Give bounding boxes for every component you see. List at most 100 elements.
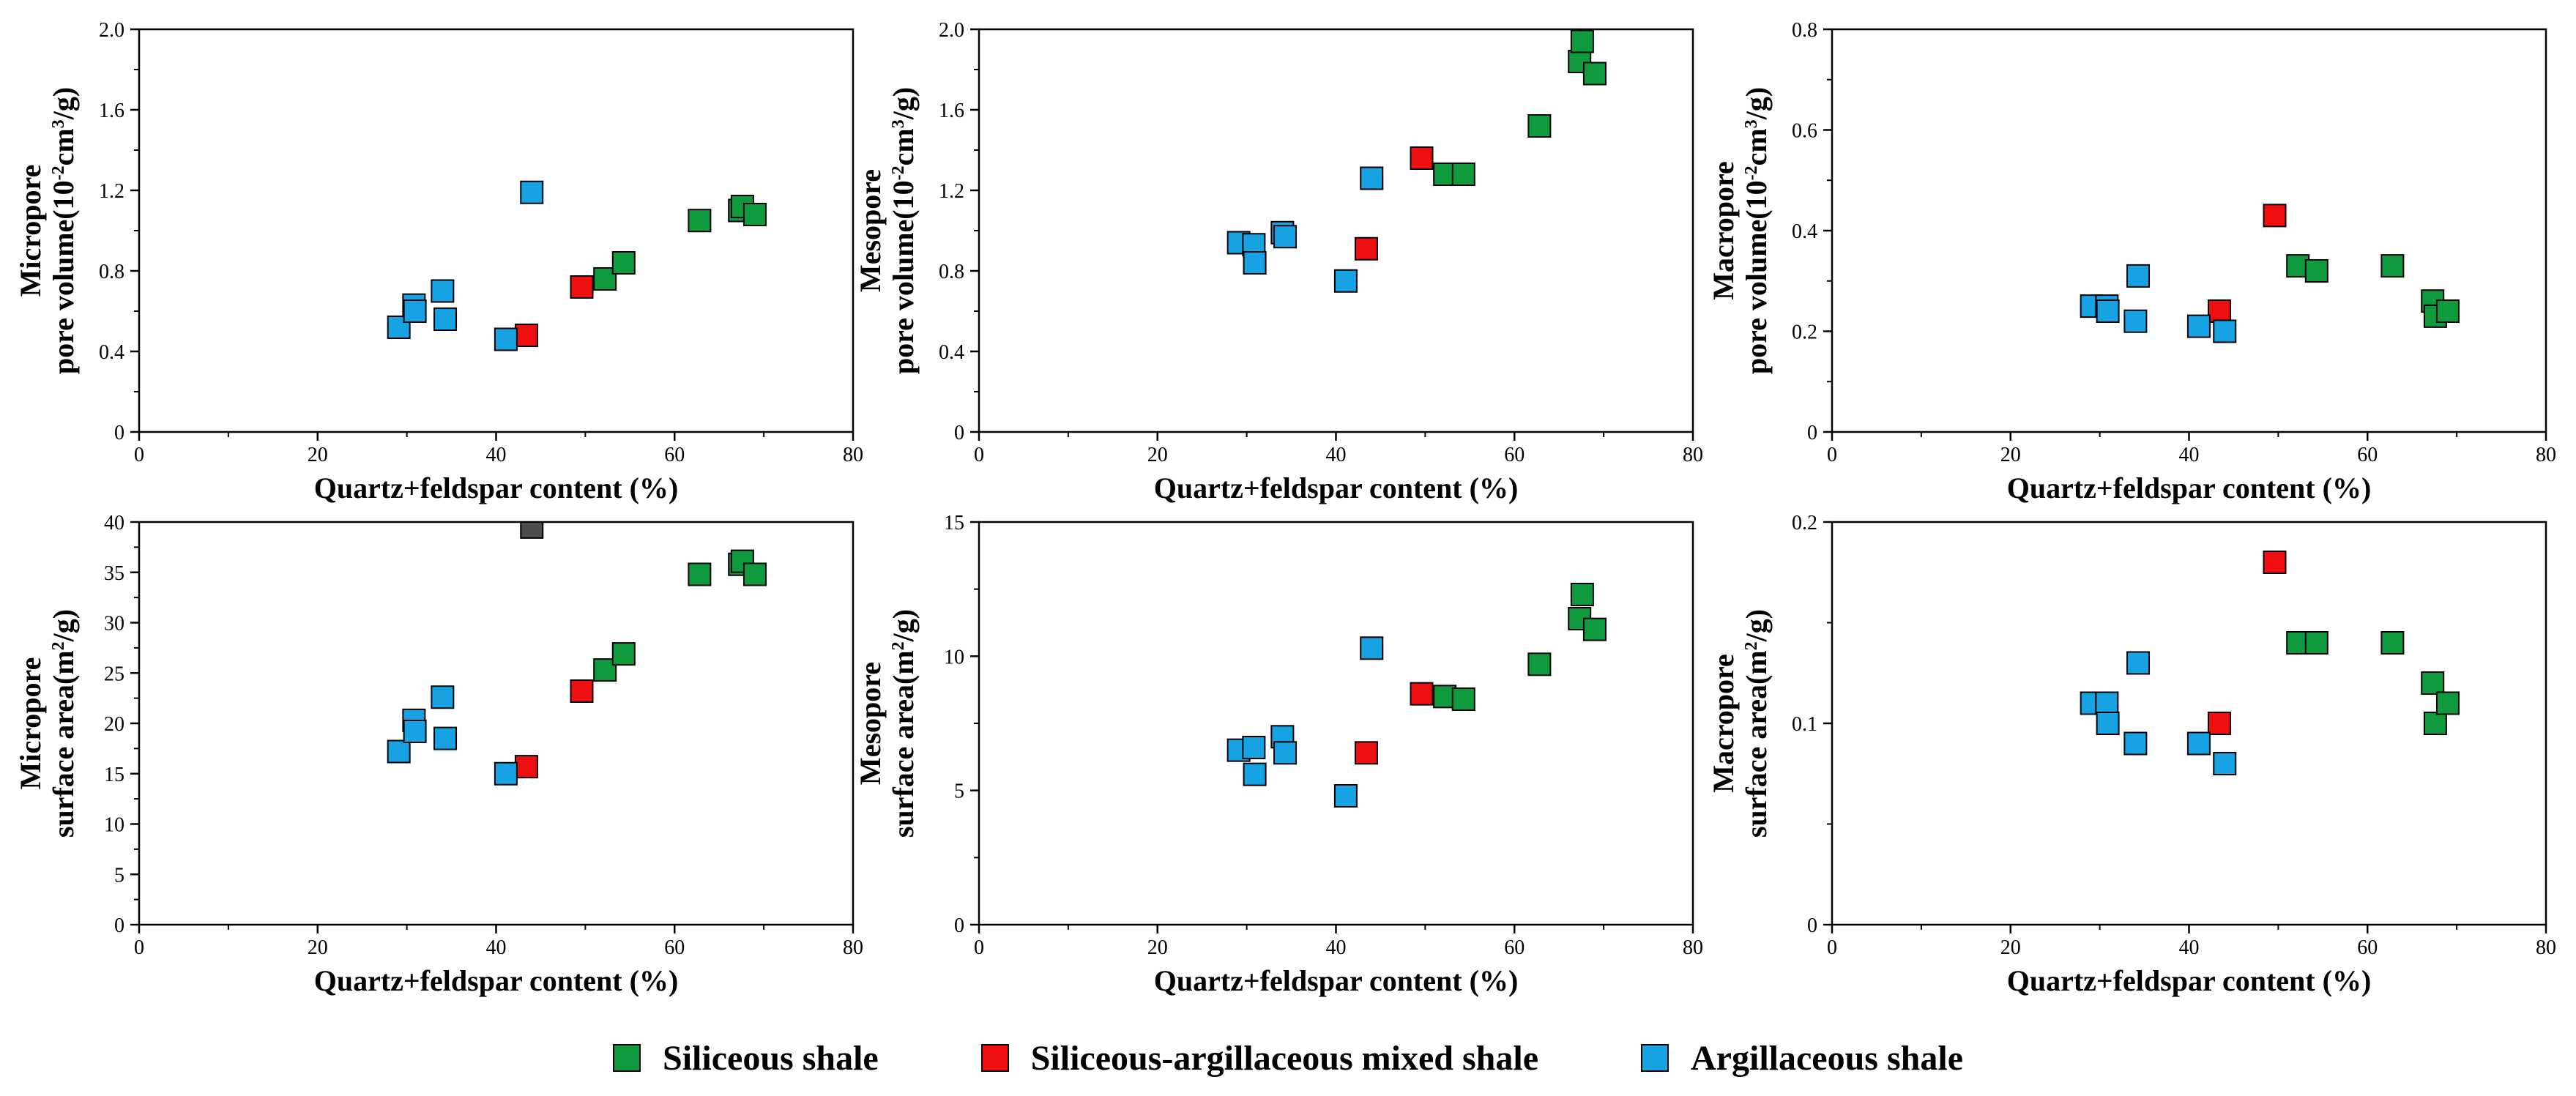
y-axis-label-superscript: 2 bbox=[49, 641, 68, 650]
x-tick-label: 60 bbox=[664, 444, 685, 466]
x-axis-label: Quartz+feldspar content (%) bbox=[1154, 964, 1519, 997]
plot-frame bbox=[1831, 28, 2547, 433]
data-point-argillaceous bbox=[1360, 166, 1384, 190]
data-point-argillaceous bbox=[433, 307, 458, 331]
y-axis-label-superscript: 3 bbox=[1742, 119, 1761, 128]
y-axis-label-line1: Macropore bbox=[1707, 161, 1740, 300]
data-point-argillaceous bbox=[433, 726, 458, 750]
plot-frame bbox=[138, 28, 855, 433]
data-point-mixed bbox=[570, 275, 594, 299]
y-axis-label-line1: Micropore bbox=[14, 657, 47, 790]
x-tick-label: 40 bbox=[486, 936, 507, 959]
data-point-argillaceous bbox=[2186, 731, 2211, 756]
data-point-argillaceous bbox=[1273, 741, 1298, 765]
data-point-siliceous bbox=[1582, 61, 1607, 86]
chart-macropore-area: 0 20 40 60 80 0 0.1 0.2 Quartz+feldspar content … bbox=[1707, 512, 2556, 997]
data-point-mixed bbox=[514, 324, 538, 347]
y-axis-label-part: /g) bbox=[1740, 87, 1773, 120]
data-point-argillaceous bbox=[2123, 731, 2148, 756]
data-point-mixed bbox=[1410, 682, 1434, 706]
y-tick-label: 10 bbox=[104, 814, 124, 837]
y-tick-label: 0 bbox=[114, 422, 124, 444]
x-tick-label: 0 bbox=[1827, 936, 1837, 959]
data-point-argillaceous bbox=[494, 327, 518, 351]
data-point-argillaceous bbox=[403, 299, 427, 323]
x-tick-label: 80 bbox=[2536, 936, 2556, 959]
legend-swatch-mixed bbox=[980, 1044, 1009, 1072]
data-point-argillaceous bbox=[2186, 314, 2211, 338]
y-tick-label: 0.4 bbox=[939, 341, 964, 364]
y-tick-label: 0 bbox=[954, 914, 964, 937]
data-point-siliceous bbox=[2380, 631, 2405, 655]
plot-frame bbox=[978, 521, 1694, 926]
y-axis-label-part: /g) bbox=[47, 609, 80, 642]
legend: Siliceous shale Siliceous-argillaceous m… bbox=[0, 1025, 2576, 1091]
data-point-mixed bbox=[570, 679, 594, 703]
legend-swatch-siliceous bbox=[613, 1044, 641, 1072]
y-axis-label-superscript: 3 bbox=[889, 119, 908, 128]
y-axis-label-part: /g) bbox=[1740, 609, 1773, 642]
data-point-siliceous bbox=[1570, 29, 1594, 53]
y-tick-label: 0.1 bbox=[1792, 713, 1817, 736]
y-axis-label-line1: Micropore bbox=[14, 165, 47, 297]
x-axis-label: Quartz+feldspar content (%) bbox=[2007, 471, 2372, 504]
y-axis-label-line2: pore volume(10-2cm3/g) bbox=[47, 87, 80, 374]
x-tick-label: 60 bbox=[1504, 936, 1525, 959]
data-point-argillaceous bbox=[403, 720, 427, 743]
data-point-mixed bbox=[2207, 299, 2231, 323]
y-axis-label-line2: pore volume(10-2cm3/g) bbox=[887, 87, 920, 374]
data-point-siliceous bbox=[2423, 712, 2447, 735]
data-point-siliceous bbox=[1527, 114, 1552, 138]
x-tick-label: 40 bbox=[486, 444, 507, 466]
y-axis-label-part: pore volume(10 bbox=[47, 180, 80, 374]
y-tick-label: 0.6 bbox=[1792, 120, 1817, 143]
y-tick-label: 1.2 bbox=[939, 180, 964, 203]
data-point-outlier bbox=[520, 521, 544, 539]
y-axis-label-part: surface area(m bbox=[1740, 650, 1773, 838]
data-point-siliceous bbox=[688, 562, 712, 586]
y-axis-label-part: pore volume(10 bbox=[887, 180, 920, 374]
data-point-argillaceous bbox=[1333, 784, 1358, 808]
data-point-siliceous bbox=[688, 209, 712, 233]
chart-macropore-volume: 0 20 40 60 80 0 0.2 0.4 0.6 0.8 Quartz+feldspar co… bbox=[1707, 19, 2556, 504]
data-point-mixed bbox=[2263, 204, 2287, 228]
data-point-argillaceous bbox=[1360, 636, 1384, 660]
data-point-siliceous bbox=[611, 642, 636, 666]
x-axis-label: Quartz+feldspar content (%) bbox=[314, 964, 679, 997]
data-point-siliceous bbox=[1582, 617, 1607, 641]
y-axis-label-line2: surface area(m2/g) bbox=[47, 609, 80, 838]
x-tick-label: 80 bbox=[843, 936, 863, 959]
data-point-mixed bbox=[2207, 712, 2231, 735]
data-point-siliceous bbox=[2380, 254, 2405, 278]
data-point-mixed bbox=[1410, 146, 1434, 170]
data-point-argillaceous bbox=[1273, 225, 1298, 249]
y-tick-label: 0 bbox=[114, 914, 124, 937]
data-point-mixed bbox=[514, 755, 538, 779]
y-tick-label: 5 bbox=[114, 864, 124, 887]
x-tick-label: 20 bbox=[2000, 444, 2021, 466]
y-axis-label-superscript: -2 bbox=[1742, 165, 1761, 180]
y-tick-label: 30 bbox=[104, 613, 124, 635]
x-tick-label: 20 bbox=[308, 936, 328, 959]
data-point-mixed bbox=[1354, 236, 1378, 261]
x-tick-label: 0 bbox=[974, 444, 984, 466]
legend-item-argillaceous: Argillaceous shale bbox=[1641, 1038, 1963, 1078]
y-axis-label-line1: Macropore bbox=[1707, 654, 1740, 793]
data-point-argillaceous bbox=[2213, 319, 2237, 343]
data-point-argillaceous bbox=[431, 279, 455, 303]
chart-mesopore-area: 0 20 40 60 80 0 5 10 15 Quartz+feldspar content (… bbox=[854, 512, 1703, 997]
x-tick-label: 40 bbox=[1326, 444, 1347, 466]
data-point-siliceous bbox=[611, 251, 636, 275]
x-tick-label: 40 bbox=[2179, 936, 2200, 959]
legend-label-argillaceous: Argillaceous shale bbox=[1691, 1038, 1963, 1078]
y-tick-label: 0.4 bbox=[99, 341, 124, 364]
y-axis-label-part: cm bbox=[47, 128, 80, 165]
y-tick-label: 35 bbox=[104, 562, 124, 585]
x-tick-label: 60 bbox=[1504, 444, 1525, 466]
y-tick-label: 5 bbox=[954, 780, 964, 803]
y-tick-label: 0 bbox=[954, 422, 964, 444]
x-tick-label: 80 bbox=[843, 444, 863, 466]
plot-frame bbox=[978, 28, 1694, 433]
data-point-siliceous bbox=[593, 267, 617, 291]
